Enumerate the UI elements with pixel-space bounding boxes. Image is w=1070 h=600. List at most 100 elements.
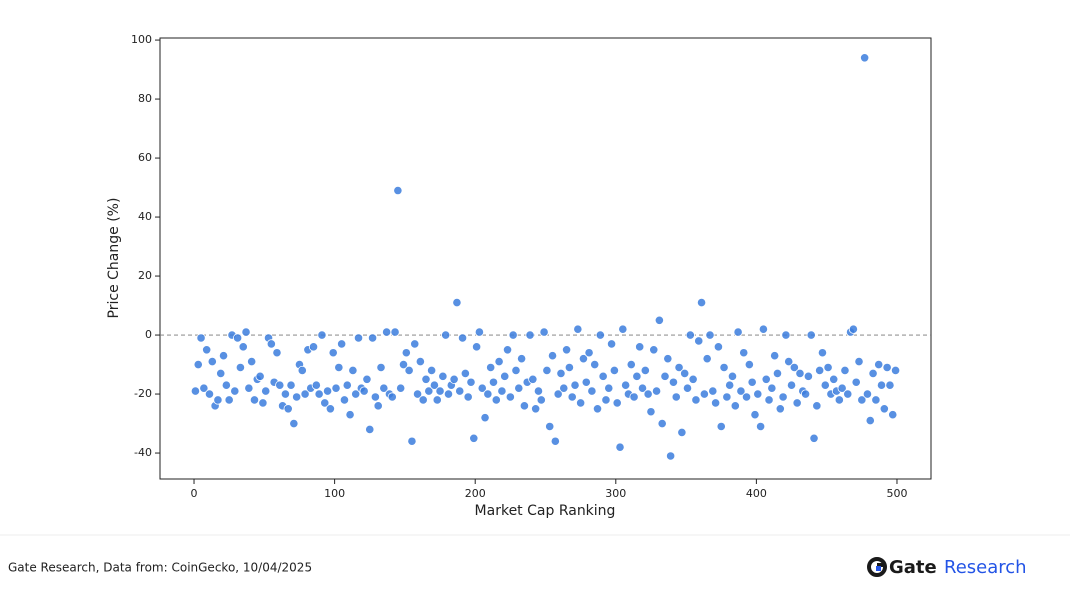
logo: Gate Research bbox=[867, 557, 1027, 578]
point bbox=[862, 389, 873, 399]
point bbox=[840, 365, 850, 376]
point bbox=[199, 383, 209, 393]
point bbox=[390, 327, 400, 337]
point bbox=[275, 380, 285, 390]
point bbox=[674, 362, 684, 373]
point bbox=[514, 383, 524, 393]
point bbox=[272, 348, 282, 358]
point bbox=[812, 401, 822, 411]
point bbox=[817, 348, 828, 358]
point bbox=[570, 380, 580, 390]
point bbox=[486, 362, 496, 373]
point bbox=[345, 410, 355, 420]
point bbox=[592, 404, 603, 414]
point bbox=[829, 374, 839, 384]
point bbox=[837, 383, 847, 393]
point bbox=[429, 380, 440, 390]
point bbox=[871, 395, 881, 405]
point bbox=[249, 395, 260, 405]
point bbox=[353, 333, 364, 343]
point bbox=[286, 380, 296, 390]
point bbox=[784, 356, 794, 367]
point bbox=[233, 333, 243, 343]
point bbox=[379, 383, 389, 393]
point bbox=[531, 404, 541, 414]
point bbox=[483, 389, 493, 399]
point bbox=[365, 424, 375, 435]
point bbox=[705, 330, 715, 340]
point bbox=[255, 371, 265, 381]
point bbox=[666, 451, 676, 461]
point bbox=[207, 356, 217, 367]
point bbox=[370, 392, 380, 402]
point bbox=[443, 389, 454, 399]
point bbox=[474, 327, 485, 337]
point bbox=[725, 380, 735, 390]
point bbox=[266, 339, 276, 349]
point bbox=[519, 401, 530, 411]
point bbox=[747, 377, 757, 387]
point bbox=[432, 395, 442, 405]
point bbox=[469, 433, 479, 443]
point bbox=[382, 327, 392, 337]
point bbox=[244, 383, 254, 393]
point bbox=[727, 371, 738, 381]
point bbox=[764, 395, 774, 405]
point bbox=[632, 371, 642, 381]
point bbox=[733, 327, 743, 337]
point bbox=[668, 377, 679, 387]
point bbox=[407, 436, 417, 446]
point bbox=[314, 389, 324, 399]
point bbox=[247, 356, 257, 367]
y-tick-label: -40 bbox=[134, 446, 152, 459]
point bbox=[398, 359, 409, 370]
point bbox=[516, 354, 527, 364]
point bbox=[885, 380, 895, 390]
point bbox=[815, 365, 825, 376]
point bbox=[502, 345, 513, 355]
point bbox=[418, 395, 428, 405]
point bbox=[404, 365, 414, 376]
point bbox=[452, 297, 462, 308]
point bbox=[657, 418, 667, 429]
point bbox=[682, 383, 693, 393]
point bbox=[803, 371, 814, 381]
point bbox=[376, 362, 386, 373]
point bbox=[325, 404, 335, 414]
point bbox=[412, 389, 423, 399]
point bbox=[280, 389, 291, 399]
point bbox=[477, 383, 487, 393]
point bbox=[533, 386, 544, 396]
point bbox=[767, 383, 777, 393]
point bbox=[663, 354, 673, 364]
logo-icon-bar bbox=[877, 563, 886, 567]
point bbox=[460, 368, 470, 378]
point bbox=[311, 380, 321, 390]
point bbox=[601, 395, 611, 405]
point bbox=[770, 351, 780, 361]
point bbox=[387, 392, 397, 402]
point bbox=[888, 410, 898, 420]
point bbox=[508, 330, 518, 340]
point bbox=[640, 365, 650, 376]
point bbox=[708, 386, 718, 396]
point bbox=[322, 386, 333, 396]
point bbox=[351, 389, 361, 399]
point bbox=[410, 339, 420, 349]
point bbox=[505, 392, 515, 402]
point bbox=[820, 380, 830, 390]
point bbox=[719, 362, 729, 373]
point bbox=[848, 324, 858, 334]
point bbox=[736, 386, 746, 396]
point bbox=[890, 365, 901, 376]
point bbox=[556, 368, 566, 378]
y-tick-label: 100 bbox=[131, 33, 152, 46]
point bbox=[441, 330, 451, 340]
point bbox=[373, 401, 383, 411]
point bbox=[317, 330, 327, 340]
point bbox=[865, 415, 875, 426]
point bbox=[792, 398, 802, 408]
point bbox=[455, 386, 465, 396]
point bbox=[525, 330, 535, 340]
point bbox=[193, 359, 203, 370]
